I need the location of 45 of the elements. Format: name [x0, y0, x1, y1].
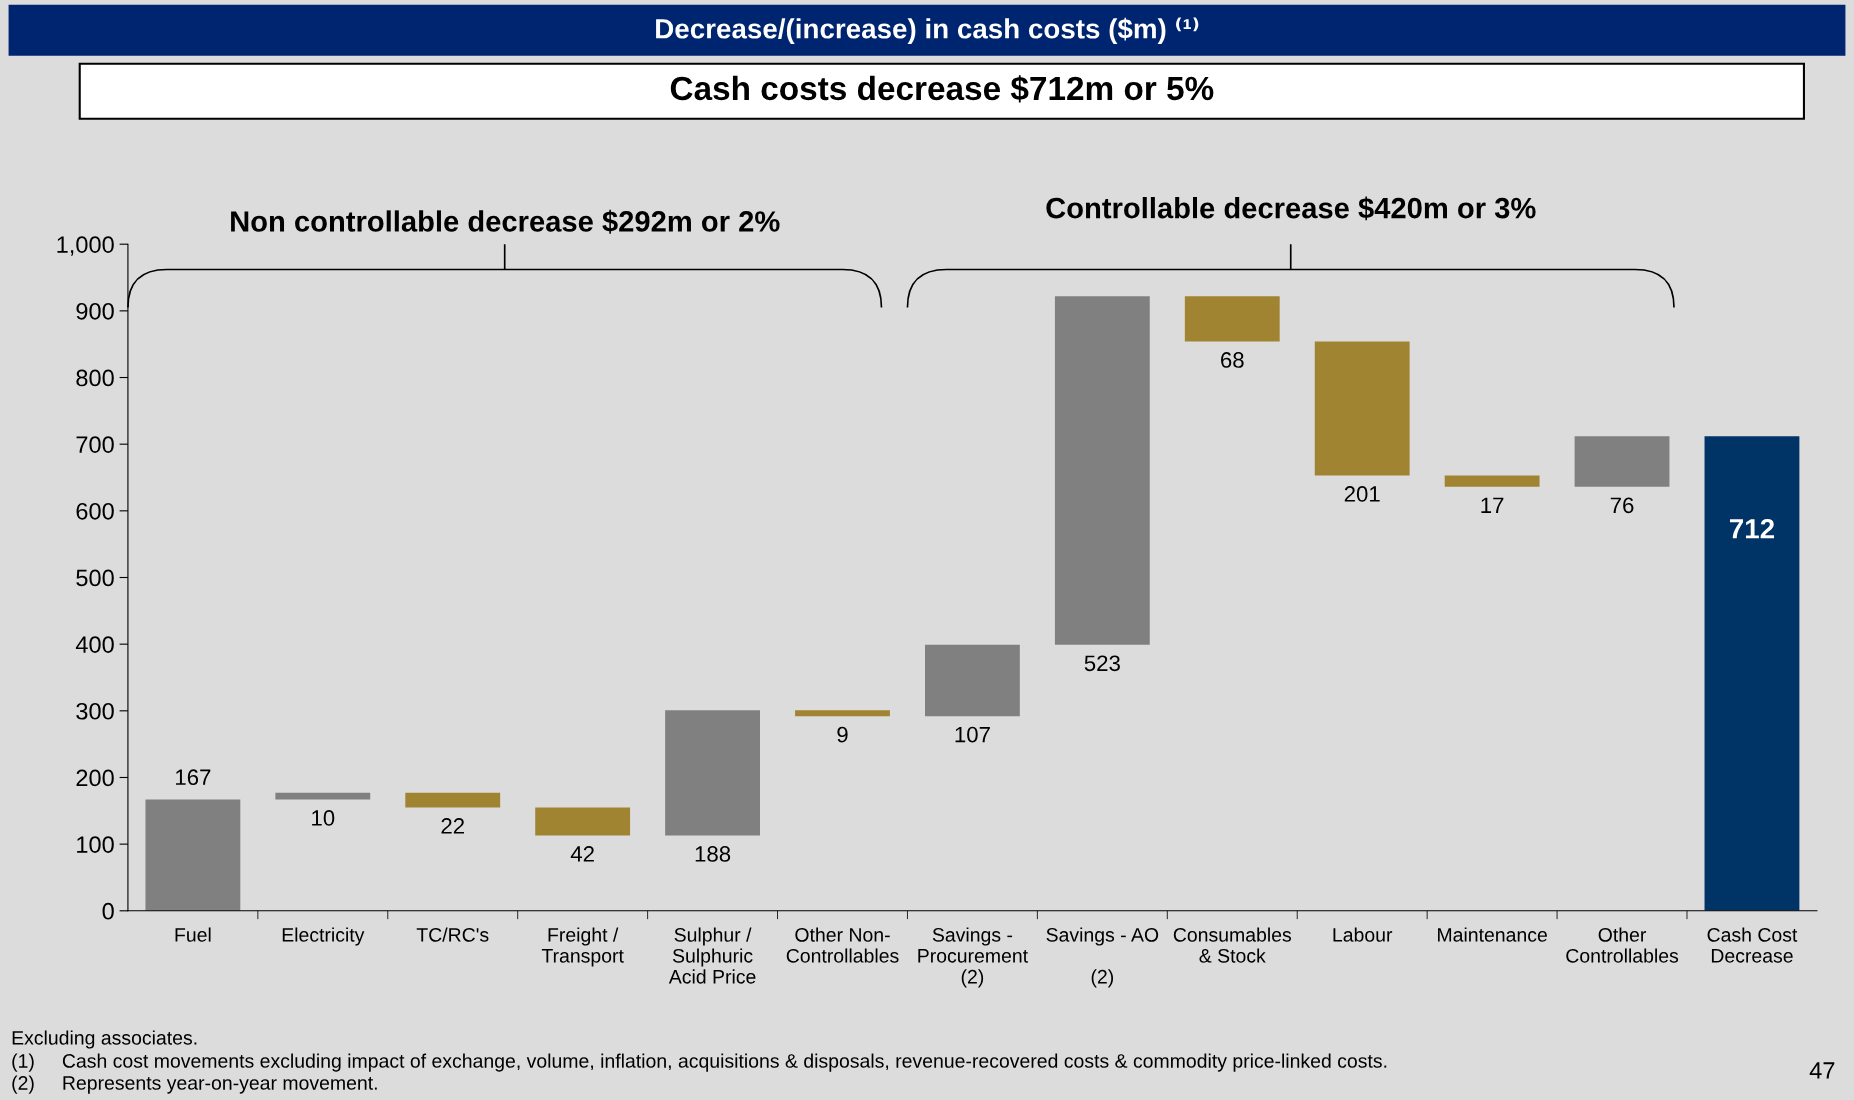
- category-label: Savings - AO (2): [1046, 927, 1159, 988]
- data-label: 107: [955, 726, 990, 743]
- x-tick-label: Freight / Transport: [541, 927, 624, 967]
- x-tick-label: Labour: [1333, 927, 1393, 942]
- text: (1) Cash cost movements excluding impact of exchange, volume, inflation, acquisitions & disposals, revenue-recovered costs & commodity price-linked costs.: [12, 1053, 1387, 1072]
- y-tick-label: 100: [77, 836, 114, 853]
- data-label: 22: [441, 818, 464, 834]
- x-tick-label: Savings - Procurement (2): [918, 927, 1028, 988]
- data-label: 167: [176, 769, 211, 786]
- text: 47: [1809, 1062, 1835, 1079]
- data-label: 42: [570, 846, 594, 862]
- data-label: 68: [1221, 352, 1244, 368]
- data-label: 10: [312, 810, 335, 826]
- x-tick-label: Consumables & Stock: [1173, 927, 1292, 963]
- x-tick-label: Maintenance: [1438, 927, 1547, 942]
- data-label: 712: [1729, 518, 1775, 539]
- x-tick-label: Cash Cost Decrease: [1707, 927, 1798, 963]
- y-tick-label: 700: [76, 436, 114, 453]
- text: (2) Represents year-on-year movement.: [12, 1075, 377, 1094]
- x-tick-label: Sulphur / Sulphuric Acid Price: [668, 927, 756, 984]
- y-tick-label: 500: [76, 569, 114, 587]
- data-label: 9: [837, 726, 848, 743]
- y-tick-label: 800: [76, 369, 114, 387]
- x-tick-label: TC/RC's: [416, 927, 489, 942]
- text: Excluding associates.: [12, 1030, 197, 1049]
- text: Controllable decrease $420m or 3%: [1046, 196, 1536, 221]
- y-tick-label: 1,000: [57, 236, 114, 256]
- data-label: 17: [1481, 497, 1504, 513]
- x-tick-label: Other Controllables: [1566, 927, 1679, 963]
- y-tick-label: 200: [76, 769, 114, 787]
- y-tick-label: 0: [102, 902, 114, 920]
- chart-title: Decrease/(increase) in cash costs ($m) ⁽¹⁾: [656, 17, 1199, 45]
- x-tick-label: Other Non- Controllables: [786, 927, 899, 963]
- data-label: 188: [695, 846, 731, 862]
- y-tick-label: 400: [75, 636, 114, 653]
- data-label: 76: [1610, 497, 1634, 514]
- x-tick-label: Electricity: [282, 927, 365, 946]
- data-label: 201: [1344, 486, 1380, 502]
- text: Non controllable decrease $292m or 2%: [231, 209, 780, 234]
- chart-subtitle: Cash costs decrease $712m or 5%: [670, 75, 1214, 103]
- data-label: 523: [1084, 655, 1120, 672]
- y-tick-label: 300: [76, 702, 114, 720]
- y-tick-label: 900: [76, 302, 114, 320]
- y-tick-label: 600: [76, 502, 114, 520]
- x-tick-label: Fuel: [175, 927, 211, 942]
